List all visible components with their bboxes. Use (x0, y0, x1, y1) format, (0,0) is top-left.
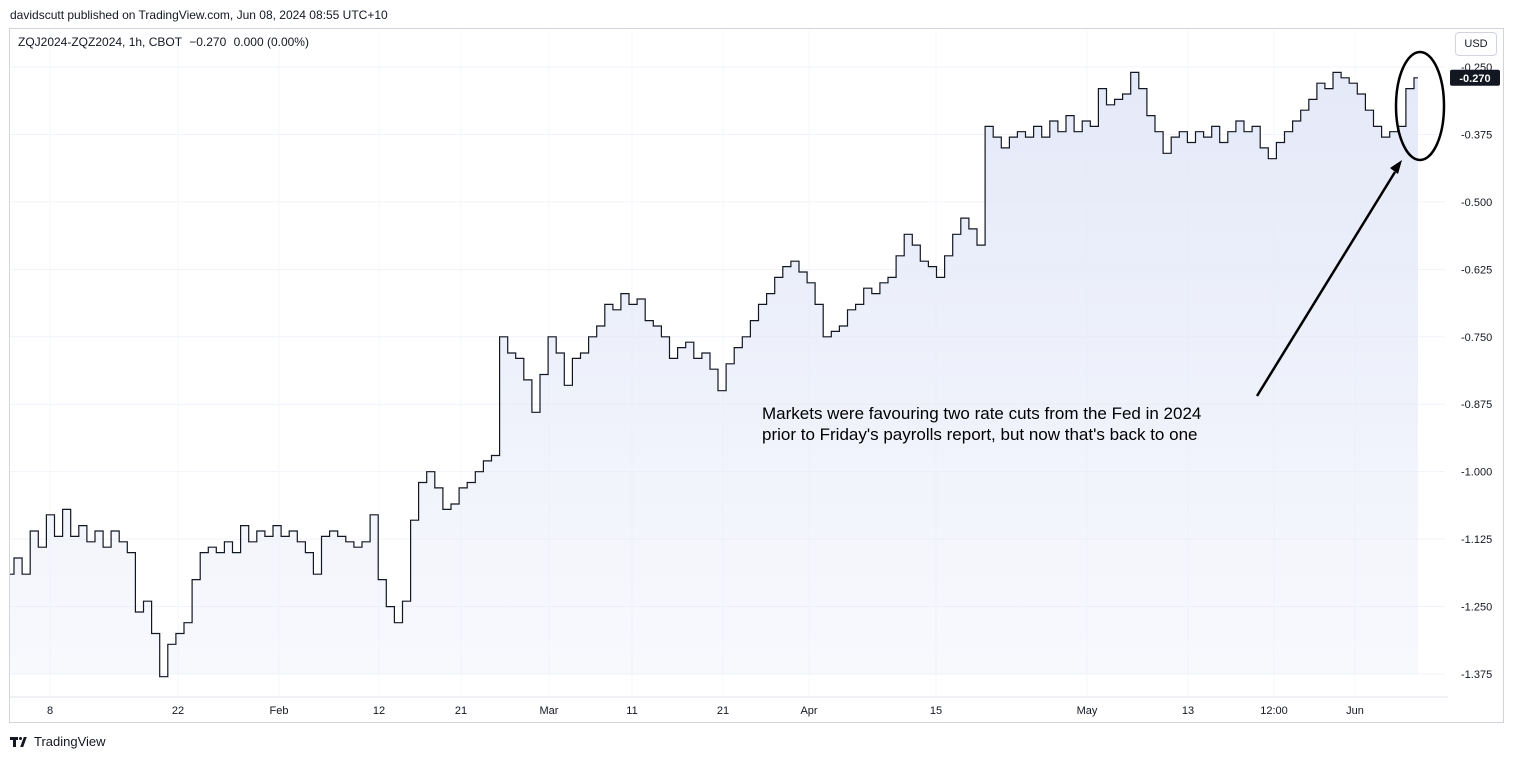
annotation-line-1: Markets were favouring two rate cuts fro… (762, 404, 1202, 423)
x-tick-label: 21 (717, 705, 729, 717)
y-tick-label: -0.875 (1461, 399, 1492, 411)
x-tick-label: 22 (172, 705, 184, 717)
x-tick-label: 13 (1182, 705, 1194, 717)
y-tick-label: -1.000 (1461, 467, 1492, 479)
x-tick-label: Mar (540, 705, 559, 717)
symbol-info: ZQJ2024-ZQZ2024, 1h, CBOT (18, 35, 182, 49)
symbol-legend: ZQJ2024-ZQZ2024, 1h, CBOT −0.270 0.000 (… (18, 35, 309, 49)
x-tick-label: 15 (930, 705, 942, 717)
price-change: 0.000 (0.00%) (233, 35, 309, 49)
y-tick-label: -1.375 (1461, 669, 1492, 681)
x-tick-label: May (1077, 705, 1098, 717)
y-tick-label: -1.250 (1461, 602, 1492, 614)
last-value-text: -0.270 (1459, 73, 1490, 85)
chart-frame (9, 28, 1504, 723)
y-tick-label: -0.625 (1461, 264, 1492, 276)
y-tick-label: -1.125 (1461, 534, 1492, 546)
y-tick-label: -0.375 (1461, 129, 1492, 141)
x-tick-label: Jun (1346, 705, 1364, 717)
annotation-line-2: prior to Friday's payrolls report, but n… (762, 425, 1198, 444)
x-tick-label: 11 (626, 705, 637, 717)
footer-brand[interactable]: TradingView (10, 734, 106, 749)
annotation-text: Markets were favouring two rate cuts fro… (762, 403, 1201, 445)
last-value-badge (1450, 69, 1500, 86)
price-area-fill (10, 72, 1418, 677)
arrow-line (1255, 171, 1397, 397)
tradingview-logo-icon (10, 736, 30, 748)
price-line (10, 71, 1418, 678)
y-axis: -0.250-0.375-0.500-0.625-0.750-0.875-1.0… (1461, 62, 1492, 681)
highlight-ellipse (1394, 50, 1446, 162)
arrow-head-icon (1390, 160, 1402, 174)
footer-brand-label: TradingView (34, 734, 106, 749)
x-tick-label: Apr (800, 705, 817, 717)
currency-button[interactable]: USD (1455, 32, 1497, 56)
x-tick-label: Feb (270, 705, 289, 717)
x-tick-label: 21 (455, 705, 467, 717)
x-tick-label: 8 (47, 705, 53, 717)
last-price: −0.270 (189, 35, 227, 49)
publisher-line: davidscutt published on TradingView.com,… (10, 8, 388, 22)
x-axis: 8 22 Feb 12 21 Mar 11 21 Apr 15 May 13 12:00 Jun (47, 705, 1364, 717)
x-tick-label: 12:00 (1260, 705, 1288, 717)
y-tick-label: -0.750 (1461, 332, 1492, 344)
y-tick-label: -0.500 (1461, 197, 1492, 209)
last-value-label: -0.270 (1450, 69, 1500, 86)
annotation-callout (1255, 50, 1446, 397)
x-tick-label: 12 (373, 705, 385, 717)
